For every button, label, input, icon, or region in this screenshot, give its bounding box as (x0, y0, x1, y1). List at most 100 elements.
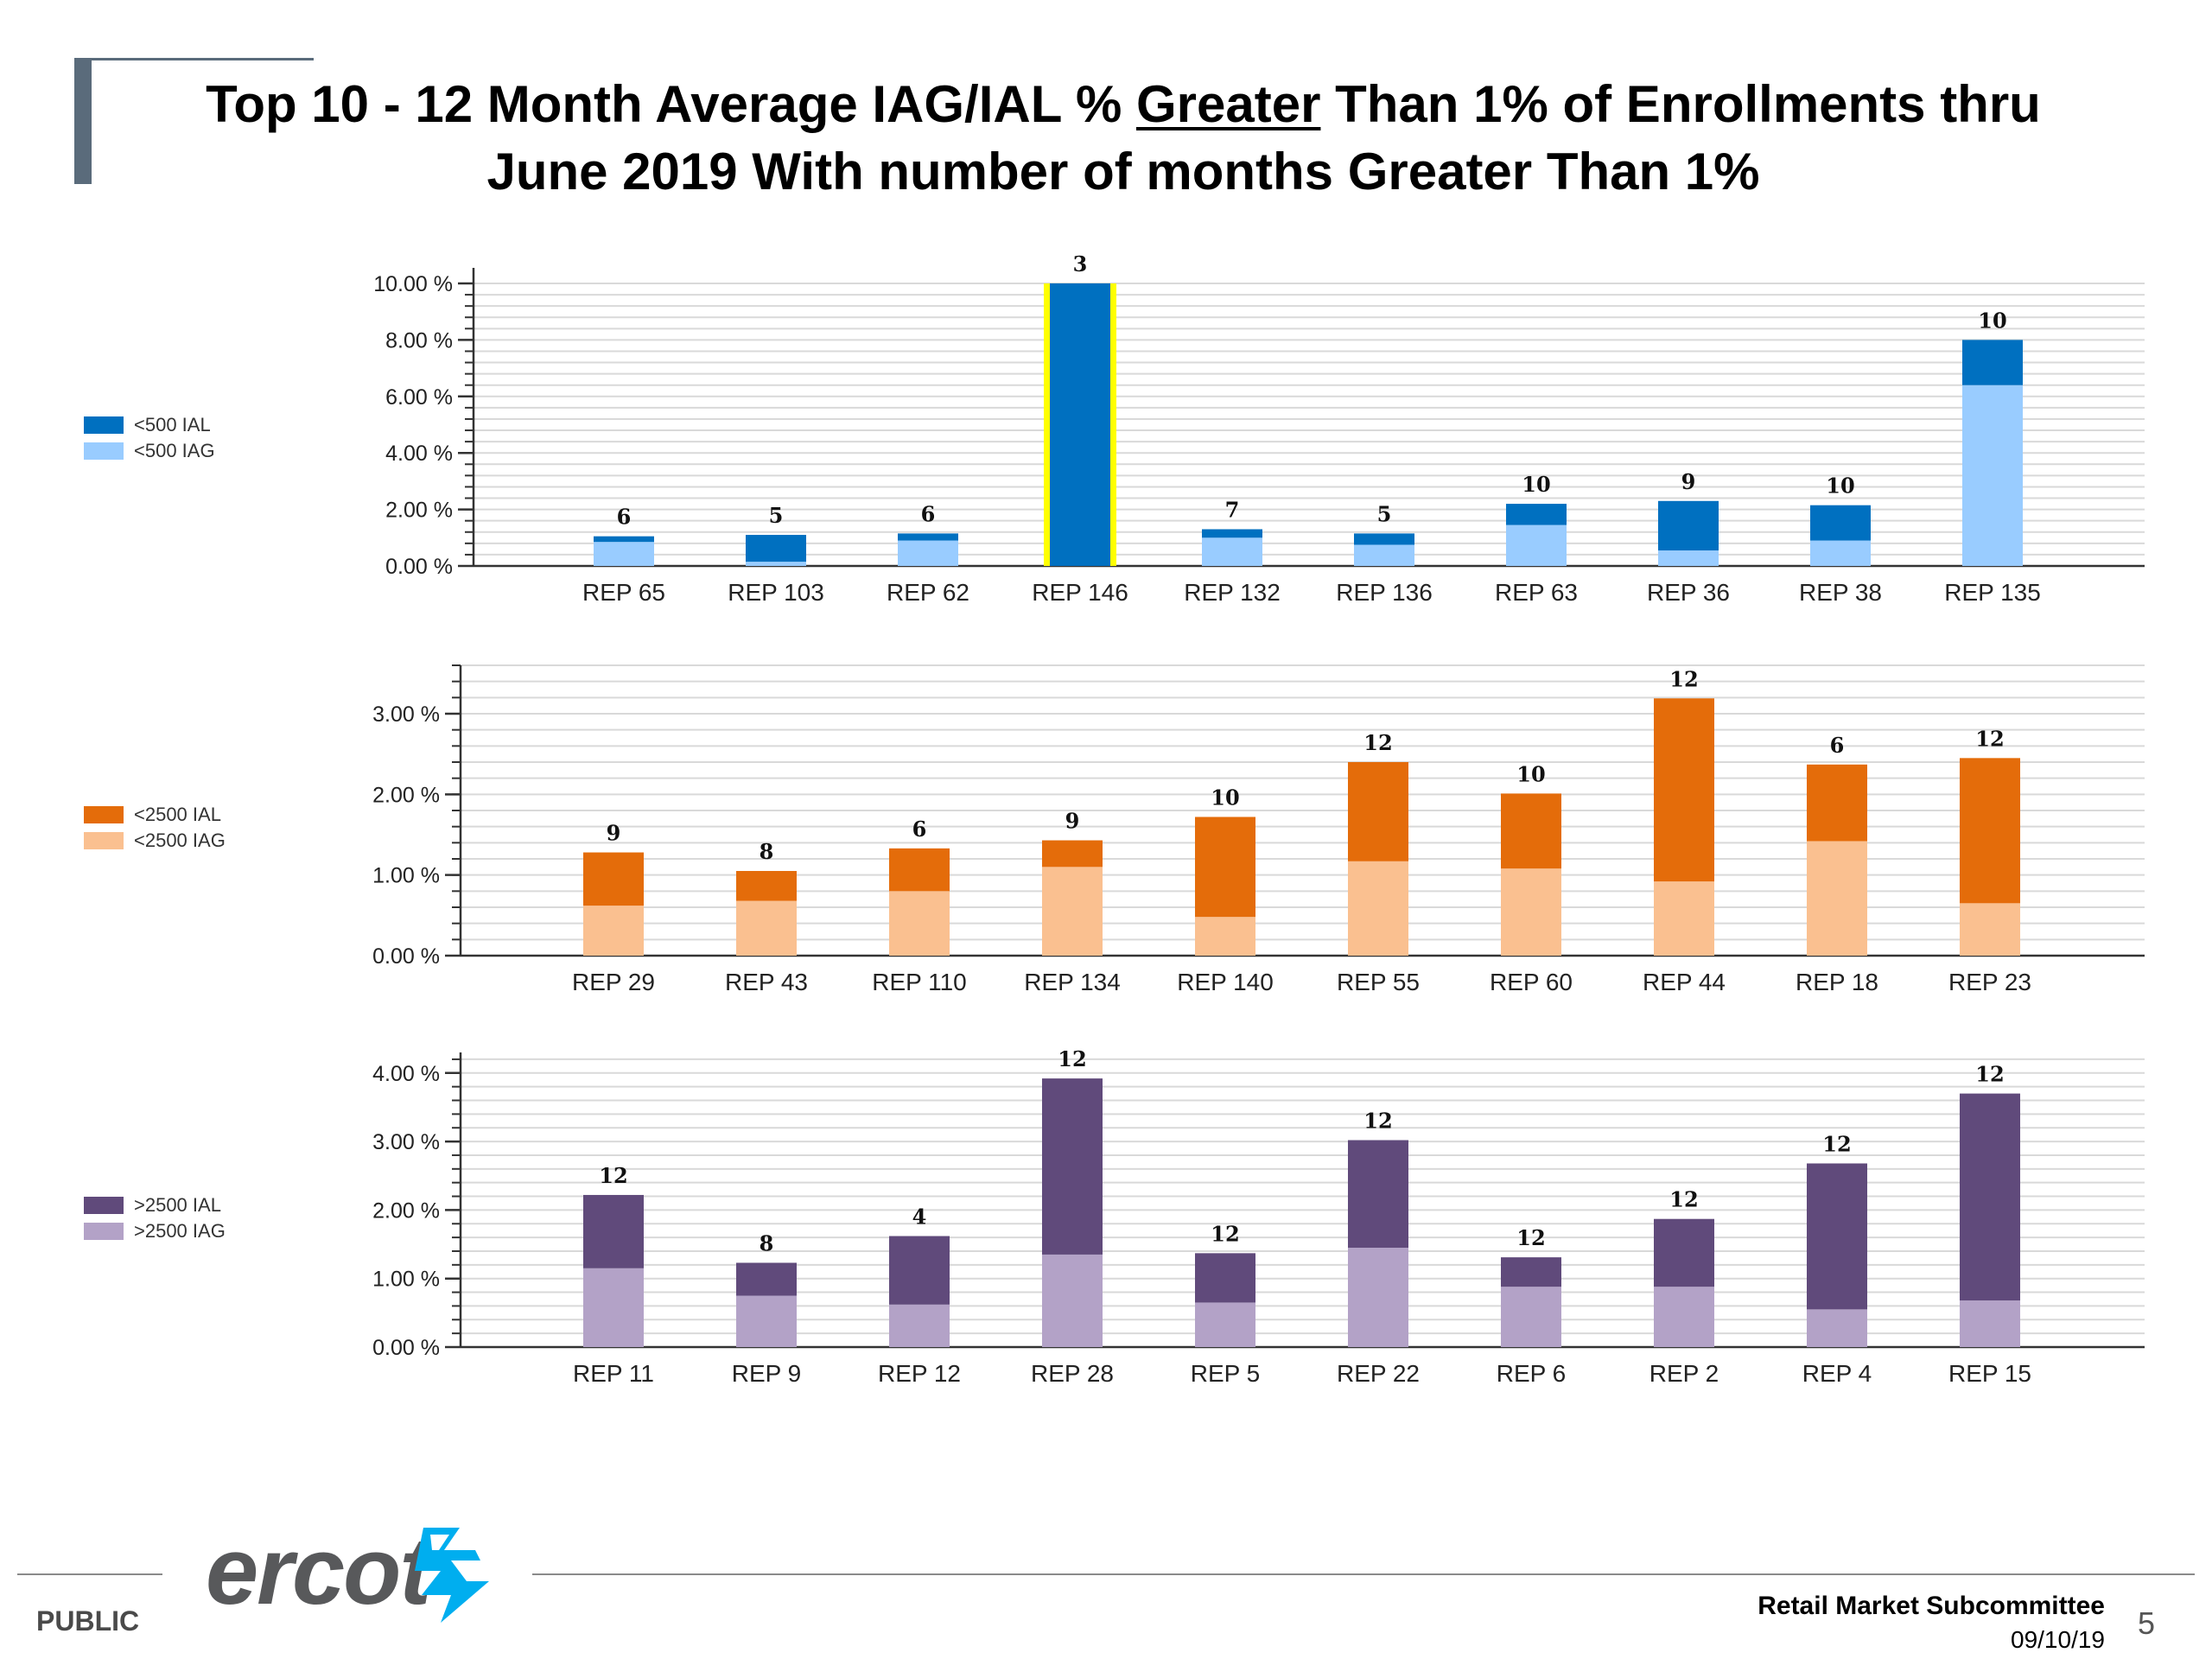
x-category-label: REP 38 (1799, 579, 1882, 606)
bar-segment-ial (898, 533, 958, 541)
bar-segment-ial (1348, 762, 1408, 861)
x-category-label: REP 23 (1948, 969, 2031, 995)
x-category-label: REP 5 (1191, 1360, 1260, 1387)
legend-swatch (84, 442, 124, 460)
bar-segment-ial (1658, 500, 1719, 551)
title-underlined-word: Greater (1135, 75, 1321, 133)
x-category-label: REP 60 (1490, 969, 1573, 995)
committee-name: Retail Market Subcommittee (1758, 1592, 2105, 1620)
x-category-label: REP 4 (1802, 1360, 1872, 1387)
legend-swatch (84, 1223, 124, 1240)
x-category-label: REP 12 (878, 1360, 961, 1387)
bar-segment-iag (1348, 1248, 1408, 1347)
month-count-label: 6 (617, 505, 632, 530)
bar-segment-iag (1501, 868, 1561, 956)
bar-segment-iag (1506, 524, 1567, 566)
title-accent-line (74, 58, 314, 60)
page-title: Top 10 - 12 Month Average IAG/IAL % Grea… (112, 71, 2134, 206)
month-count-label: 12 (1669, 666, 1698, 691)
x-category-label: REP 22 (1337, 1360, 1420, 1387)
bar-segment-iag (1658, 550, 1719, 566)
x-category-label: REP 55 (1337, 969, 1420, 995)
legend-label: <500 IAG (134, 440, 215, 461)
month-count-label: 6 (912, 817, 927, 842)
bar-segment-iag (583, 906, 644, 956)
month-count-label: 6 (1830, 733, 1845, 758)
month-count-label: 7 (1225, 497, 1240, 522)
legend-label: <2500 IAL (134, 804, 221, 825)
month-count-label: 12 (1058, 1046, 1086, 1071)
y-tick-label: 10.00 % (373, 272, 453, 296)
month-count-label: 12 (1975, 726, 2004, 751)
legend-swatch (84, 806, 124, 823)
bar-segment-ial (1810, 505, 1871, 541)
month-count-label: 8 (760, 1230, 774, 1255)
month-count-label: 12 (1363, 730, 1392, 755)
bar-segment-iag (889, 1304, 950, 1347)
bar-segment-iag (1042, 1254, 1103, 1347)
bar-segment-iag (1654, 1287, 1714, 1347)
y-tick-label: 4.00 % (372, 1062, 440, 1086)
x-category-label: REP 44 (1643, 969, 1726, 995)
bar-segment-ial (889, 848, 950, 892)
bar-segment-iag (746, 562, 806, 566)
month-count-label: 12 (1975, 1062, 2004, 1087)
bar-segment-ial (583, 1194, 644, 1268)
bar-segment-iag (1354, 544, 1414, 566)
y-tick-label: 4.00 % (385, 442, 453, 466)
y-tick-label: 2.00 % (372, 1198, 440, 1223)
x-category-label: REP 2 (1649, 1360, 1719, 1387)
legend-lt500: <500 IAL <500 IAG (84, 412, 215, 464)
bar-segment-iag (1807, 1309, 1867, 1347)
bar-segment-iag (1195, 917, 1255, 956)
bar-segment-ial (736, 871, 797, 901)
month-count-label: 5 (1377, 501, 1392, 526)
bar-segment-ial (1962, 340, 2023, 385)
bar-segment-iag (1501, 1287, 1561, 1347)
legend-item: >2500 IAG (84, 1218, 226, 1244)
x-category-label: REP 18 (1796, 969, 1878, 995)
y-tick-label: 6.00 % (385, 385, 453, 410)
month-count-label: 12 (1211, 1221, 1239, 1246)
bar-segment-iag (1810, 540, 1871, 566)
ercot-logo-mark-icon (415, 1528, 489, 1623)
month-count-label: 9 (1065, 809, 1080, 834)
footer-divider-right (532, 1573, 2195, 1575)
bar-segment-iag (736, 900, 797, 956)
title-accent-bar (74, 58, 92, 184)
month-count-label: 9 (1681, 469, 1696, 494)
x-category-label: REP 132 (1184, 579, 1281, 606)
legend-label: <2500 IAG (134, 830, 226, 851)
month-count-label: 12 (1516, 1225, 1545, 1250)
title-part-1: Top 10 - 12 Month Average IAG/IAL % (206, 75, 1136, 133)
x-category-label: REP 134 (1024, 969, 1121, 995)
legend-swatch (84, 1197, 124, 1214)
bar-segment-iag (583, 1268, 644, 1347)
y-tick-label: 8.00 % (385, 328, 453, 353)
bar-segment-ial (1195, 817, 1255, 918)
ercot-logo: ercot (206, 1518, 431, 1624)
bar-segment-iag (1807, 841, 1867, 956)
bar-segment-iag (889, 891, 950, 956)
bar-segment-ial (1960, 1093, 2020, 1301)
x-category-label: REP 135 (1944, 579, 2041, 606)
legend-item: <2500 IAL (84, 802, 226, 828)
y-tick-label: 0.00 % (385, 555, 453, 579)
month-count-label: 5 (769, 503, 784, 528)
bar-segment-ial (1654, 698, 1714, 882)
title-line-2: June 2019 With number of months Greater … (486, 143, 1760, 200)
x-category-label: REP 103 (728, 579, 824, 606)
bar-segment-ial (1348, 1140, 1408, 1249)
legend-label: <500 IAL (134, 414, 211, 435)
bar-segment-ial (1050, 283, 1110, 566)
classification-label: PUBLIC (36, 1605, 140, 1637)
x-category-label: REP 136 (1336, 579, 1433, 606)
bar-segment-iag (1962, 385, 2023, 566)
y-tick-label: 0.00 % (372, 1336, 440, 1360)
bar-segment-iag (1960, 1300, 2020, 1347)
x-category-label: REP 63 (1495, 579, 1578, 606)
month-count-label: 6 (921, 501, 936, 526)
bar-segment-iag (1348, 861, 1408, 956)
y-tick-label: 1.00 % (372, 1268, 440, 1292)
legend-item: <500 IAL (84, 412, 215, 438)
